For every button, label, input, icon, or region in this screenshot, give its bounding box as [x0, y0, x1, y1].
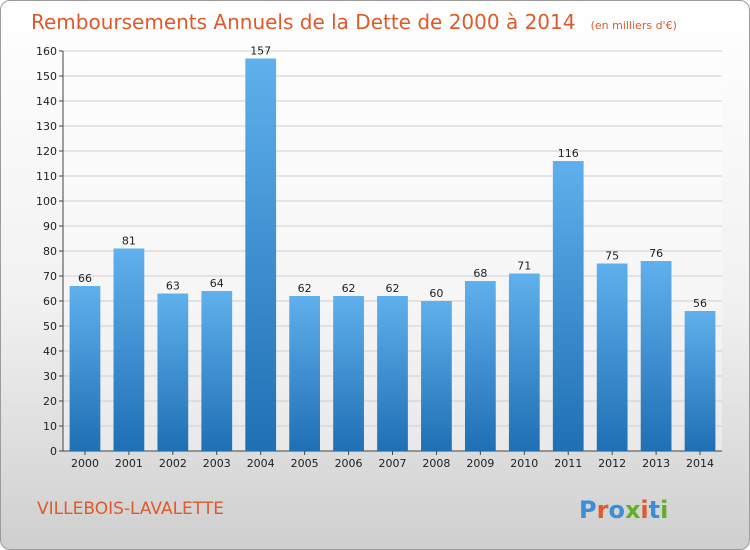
- logo-letter: i: [640, 496, 648, 524]
- x-tick-label: 2006: [335, 457, 363, 470]
- bar: [377, 296, 408, 451]
- y-tick-label: 120: [36, 145, 57, 158]
- y-tick-label: 110: [36, 170, 57, 183]
- bar: [201, 291, 233, 451]
- bar-value-label: 64: [210, 277, 224, 290]
- data-labels: 66 81 63 64 157 62 62 62 60 68 71 116 75 76 56: [78, 45, 707, 311]
- y-tick-label: 140: [36, 95, 57, 108]
- logo-letter: P: [579, 496, 597, 524]
- bar-value-label: 81: [122, 235, 136, 248]
- y-tick-label: 100: [36, 195, 57, 208]
- bar-value-label: 63: [166, 280, 180, 293]
- y-tick-label: 60: [43, 295, 57, 308]
- y-tick-label: 130: [36, 120, 57, 133]
- x-tick-label: 2013: [642, 457, 670, 470]
- x-tick-label: 2014: [686, 457, 714, 470]
- logo-letter: i: [660, 496, 668, 524]
- y-tick-label: 0: [50, 445, 57, 458]
- y-tick-label: 40: [43, 345, 57, 358]
- chart-title-text: Remboursements Annuels de la Dette de 20…: [31, 10, 575, 34]
- logo-letter: r: [597, 496, 609, 524]
- x-tick-label: 2007: [379, 457, 407, 470]
- logo-letter: x: [625, 496, 641, 524]
- proxiti-logo: Proxiti: [579, 496, 668, 524]
- y-tick-label: 50: [43, 320, 57, 333]
- bar: [333, 296, 364, 451]
- bar-value-label: 66: [78, 272, 92, 285]
- bar-value-label: 157: [250, 45, 271, 58]
- bar: [157, 293, 189, 451]
- x-tick-label: 2002: [159, 457, 187, 470]
- x-tick-label: 2011: [554, 457, 582, 470]
- x-tick-label: 2012: [598, 457, 626, 470]
- bar: [69, 286, 101, 451]
- x-tick-label: 2005: [291, 457, 319, 470]
- x-tick-label: 2000: [71, 457, 99, 470]
- bar: [289, 296, 321, 451]
- logo-letter: o: [608, 496, 625, 524]
- bar: [596, 263, 628, 451]
- y-tick-label: 90: [43, 220, 57, 233]
- bar-value-label: 68: [473, 267, 487, 280]
- y-tick-label: 10: [43, 420, 57, 433]
- y-tick-label: 30: [43, 370, 57, 383]
- bar: [552, 161, 584, 451]
- chart-unit: (en milliers d'€): [591, 19, 677, 32]
- bar: [640, 261, 672, 451]
- bar: [421, 301, 452, 451]
- bar-value-label: 71: [517, 260, 531, 273]
- bars: [69, 58, 716, 451]
- bar: [113, 248, 145, 451]
- bar-value-label: 62: [342, 282, 356, 295]
- y-tick-label: 80: [43, 245, 57, 258]
- y-tick-label: 70: [43, 270, 57, 283]
- bar: [508, 273, 540, 451]
- x-tick-label: 2008: [422, 457, 450, 470]
- bar-value-label: 56: [693, 297, 707, 310]
- axes: 0 10 20 30 40 50 60 70 80 90 100 110 120 130 140 150 160…: [36, 45, 722, 470]
- logo-letter: t: [649, 496, 660, 524]
- y-tick-label: 160: [36, 45, 57, 58]
- location-label: VILLEBOIS-LAVALETTE: [37, 499, 224, 519]
- x-tick-label: 2003: [203, 457, 231, 470]
- bar: [684, 311, 716, 451]
- y-tick-label: 20: [43, 395, 57, 408]
- bar-value-label: 62: [386, 282, 400, 295]
- x-tick-label: 2009: [466, 457, 494, 470]
- bar-value-label: 62: [298, 282, 312, 295]
- x-tick-label: 2001: [115, 457, 143, 470]
- bar-value-label: 75: [605, 250, 619, 263]
- bar-value-label: 116: [558, 147, 579, 160]
- bar-value-label: 76: [649, 247, 663, 260]
- chart-title: Remboursements Annuels de la Dette de 20…: [31, 10, 677, 34]
- bar-value-label: 60: [429, 287, 443, 300]
- x-tick-label: 2004: [247, 457, 275, 470]
- bar: [464, 281, 496, 451]
- y-tick-label: 150: [36, 70, 57, 83]
- bar: [245, 58, 277, 451]
- x-tick-label: 2010: [510, 457, 538, 470]
